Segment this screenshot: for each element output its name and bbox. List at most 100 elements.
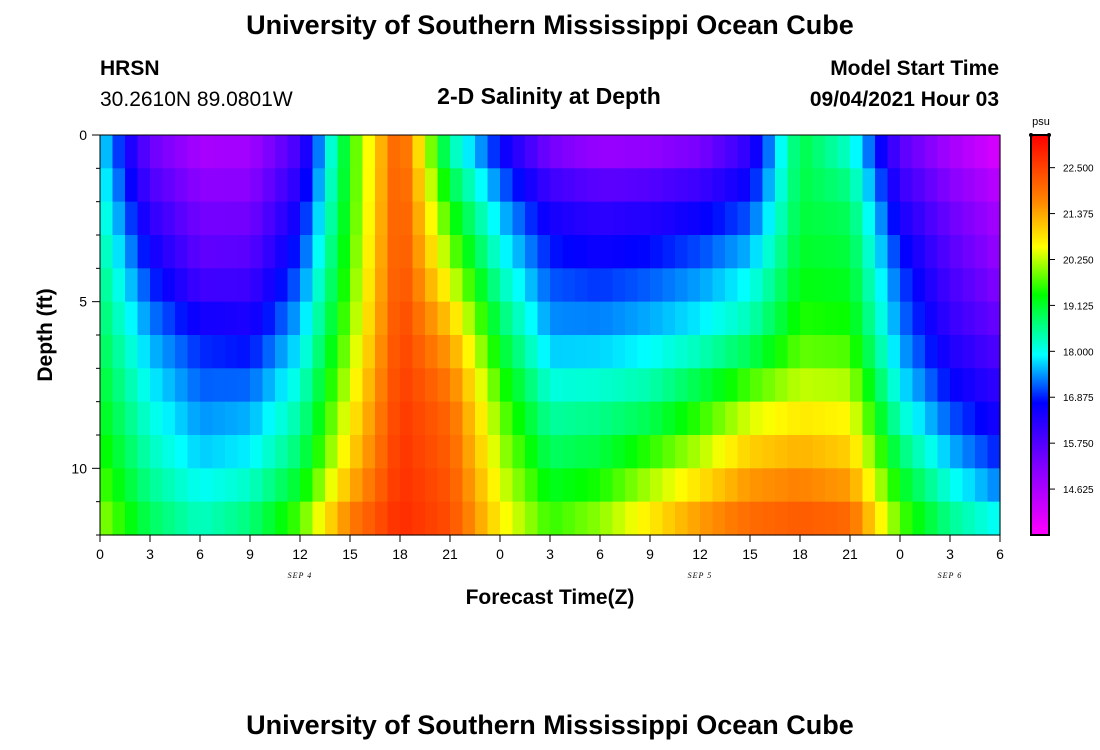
heatmap-cell bbox=[925, 401, 939, 436]
heatmap-cell bbox=[175, 501, 189, 536]
colorbar-ticks: 22.500 21.375 20.250 19.125 18.000 16.875 15.7… bbox=[1049, 164, 1094, 496]
x-tick-label: 12 bbox=[692, 546, 708, 562]
heatmap-cell bbox=[700, 135, 714, 169]
y-tick-label: 10 bbox=[71, 460, 87, 476]
heatmap-cell bbox=[287, 235, 301, 269]
heatmap-cell bbox=[975, 435, 989, 469]
heatmap-cell bbox=[787, 468, 801, 503]
x-axis-label: Forecast Time(Z) bbox=[466, 586, 635, 609]
heatmap-cell bbox=[425, 368, 439, 403]
heatmap-cell bbox=[212, 168, 226, 203]
heatmap-cell bbox=[487, 401, 501, 436]
heatmap-cell bbox=[837, 468, 851, 503]
heatmap-cell bbox=[737, 201, 751, 236]
heatmap-cell bbox=[125, 501, 139, 536]
heatmap-cell bbox=[312, 335, 326, 369]
heatmap-cell bbox=[287, 468, 301, 503]
heatmap-cell bbox=[962, 235, 976, 269]
heatmap-cell bbox=[575, 301, 589, 336]
heatmap-cell bbox=[612, 301, 626, 336]
heatmap-cell bbox=[637, 168, 651, 203]
heatmap-cell bbox=[350, 301, 364, 336]
heatmap-cell bbox=[937, 468, 951, 503]
heatmap-cell bbox=[750, 135, 764, 169]
heatmap-cell bbox=[250, 201, 264, 236]
x-tick-label: 18 bbox=[792, 546, 808, 562]
heatmap-cell bbox=[350, 168, 364, 203]
heatmap-cell bbox=[887, 168, 901, 203]
heatmap-cell bbox=[287, 501, 301, 536]
heatmap-cell bbox=[662, 435, 676, 469]
heatmap-cell bbox=[125, 201, 139, 236]
heatmap-cell bbox=[962, 335, 976, 369]
heatmap-cell bbox=[837, 501, 851, 536]
heatmap-cell bbox=[400, 335, 414, 369]
heatmap-cell bbox=[725, 268, 739, 303]
heatmap-cell bbox=[837, 168, 851, 203]
heatmap-cell bbox=[525, 368, 539, 403]
heatmap-cell bbox=[625, 235, 639, 269]
x-tick-label: 18 bbox=[392, 546, 408, 562]
heatmap-cell bbox=[462, 301, 476, 336]
heatmap-cell bbox=[662, 135, 676, 169]
heatmap-cell bbox=[700, 468, 714, 503]
heatmap-cell bbox=[637, 368, 651, 403]
colorbar: psu 22.500 21.375 20.250 19.125 18.000 16.875… bbox=[1029, 116, 1094, 536]
heatmap-cell bbox=[650, 235, 664, 269]
heatmap-cell bbox=[550, 301, 564, 336]
heatmap-cell bbox=[925, 201, 939, 236]
heatmap-cell bbox=[650, 201, 664, 236]
heatmap-cell bbox=[337, 401, 351, 436]
heatmap-cell bbox=[887, 268, 901, 303]
heatmap-cell bbox=[212, 201, 226, 236]
heatmap-cell bbox=[737, 135, 751, 169]
chart-title: 2-D Salinity at Depth bbox=[437, 83, 661, 109]
heatmap-cell bbox=[550, 368, 564, 403]
heatmap-cell bbox=[400, 401, 414, 436]
heatmap-cell bbox=[137, 168, 151, 203]
heatmap-cell bbox=[125, 135, 139, 169]
heatmap-cell bbox=[362, 468, 376, 503]
heatmap-cell bbox=[950, 235, 964, 269]
heatmap-cell bbox=[337, 368, 351, 403]
heatmap-cell bbox=[562, 201, 576, 236]
heatmap-cell bbox=[375, 468, 389, 503]
heatmap-cell bbox=[412, 501, 426, 536]
footer-title: University of Southern Mississippi Ocean… bbox=[246, 710, 854, 740]
heatmap-cell bbox=[800, 301, 814, 336]
heatmap-cell bbox=[450, 335, 464, 369]
heatmap-cell bbox=[112, 335, 126, 369]
heatmap-cell bbox=[712, 401, 726, 436]
heatmap-cell bbox=[137, 235, 151, 269]
heatmap-cell bbox=[287, 135, 301, 169]
heatmap-cell bbox=[500, 501, 514, 536]
heatmap-cell bbox=[412, 235, 426, 269]
heatmap-cell bbox=[262, 135, 276, 169]
heatmap-cell bbox=[300, 135, 314, 169]
heatmap-cell bbox=[650, 468, 664, 503]
heatmap-cell bbox=[150, 168, 164, 203]
heatmap-cell bbox=[462, 501, 476, 536]
heatmap-cell bbox=[975, 235, 989, 269]
heatmap-cell bbox=[775, 435, 789, 469]
heatmap-cell bbox=[775, 201, 789, 236]
heatmap-cell bbox=[762, 401, 776, 436]
heatmap-cell bbox=[775, 235, 789, 269]
heatmap-cell bbox=[337, 268, 351, 303]
heatmap-cell bbox=[425, 135, 439, 169]
heatmap-cell bbox=[850, 501, 864, 536]
heatmap-cell bbox=[625, 501, 639, 536]
heatmap-cell bbox=[687, 135, 701, 169]
heatmap-cell bbox=[137, 135, 151, 169]
heatmap-cell bbox=[437, 401, 451, 436]
heatmap-cell bbox=[762, 168, 776, 203]
heatmap-cell bbox=[662, 235, 676, 269]
heatmap-cell bbox=[500, 468, 514, 503]
heatmap-cell bbox=[487, 435, 501, 469]
heatmap-cell bbox=[625, 468, 639, 503]
heatmap-cell bbox=[337, 168, 351, 203]
heatmap-cell bbox=[625, 268, 639, 303]
heatmap-cell bbox=[437, 135, 451, 169]
heatmap-cell bbox=[200, 468, 214, 503]
x-tick-label: 15 bbox=[342, 546, 358, 562]
